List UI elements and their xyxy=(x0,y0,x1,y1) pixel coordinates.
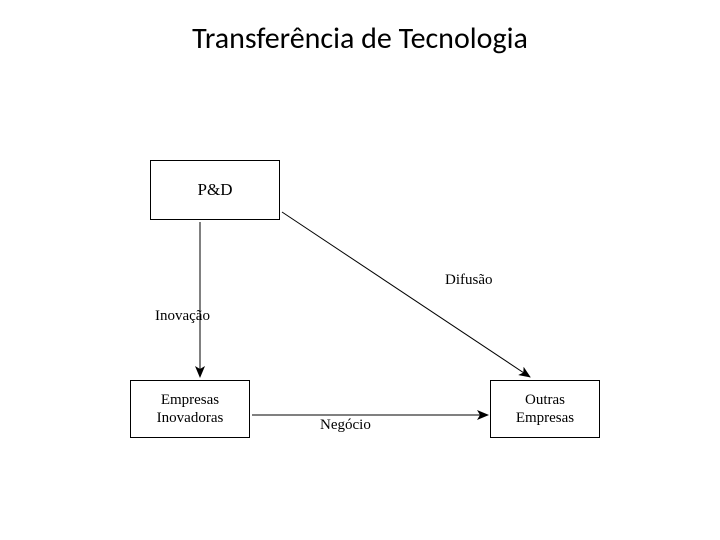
node-pd-label: P&D xyxy=(198,180,233,200)
edge-label-negocio: Negócio xyxy=(320,417,371,434)
node-empresas-inovadoras: Empresas Inovadoras xyxy=(130,380,250,438)
node-inov-label: Empresas Inovadoras xyxy=(157,391,224,427)
edge-label-difusao: Difusão xyxy=(445,272,493,289)
edge-difusao xyxy=(282,212,530,377)
node-outras-label: Outras Empresas xyxy=(516,391,574,427)
edge-label-inovacao: Inovação xyxy=(155,308,210,325)
node-outras-empresas: Outras Empresas xyxy=(490,380,600,438)
diagram-arrows xyxy=(0,0,720,540)
page-title: Transferência de Tecnologia xyxy=(0,20,720,57)
node-pd: P&D xyxy=(150,160,280,220)
